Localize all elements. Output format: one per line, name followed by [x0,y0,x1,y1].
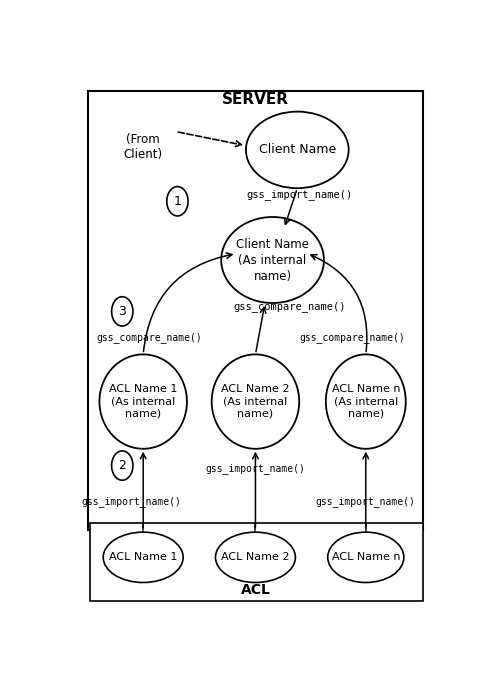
Text: Client Name
(As internal
name): Client Name (As internal name) [236,238,309,283]
Text: gss_import_name(): gss_import_name() [82,496,182,507]
Text: ACL Name n: ACL Name n [331,552,400,563]
Text: 2: 2 [118,459,126,472]
Ellipse shape [328,532,404,582]
Ellipse shape [216,532,296,582]
Text: gss_compare_name(): gss_compare_name() [96,332,202,343]
Ellipse shape [326,354,406,449]
Bar [90,523,423,601]
Text: gss_compare_name(): gss_compare_name() [233,301,346,312]
Ellipse shape [212,354,299,449]
Bar [88,91,423,530]
Text: 1: 1 [173,195,181,208]
Ellipse shape [221,217,324,303]
Text: SERVER: SERVER [222,92,289,107]
Text: ACL Name 1: ACL Name 1 [109,552,177,563]
Text: ACL Name 2
(As internal
name): ACL Name 2 (As internal name) [221,384,290,419]
Text: Client Name: Client Name [259,144,336,157]
Ellipse shape [246,112,349,188]
Text: gss_import_name(): gss_import_name() [246,189,353,200]
Text: ACL Name n
(As internal
name): ACL Name n (As internal name) [331,384,400,419]
Text: ACL: ACL [241,584,271,597]
Text: gss_import_name(): gss_import_name() [206,463,305,474]
Text: ACL Name 1
(As internal
name): ACL Name 1 (As internal name) [109,384,177,419]
Text: gss_compare_name(): gss_compare_name() [300,332,406,343]
Text: ACL Name 2: ACL Name 2 [221,552,290,563]
Ellipse shape [99,354,187,449]
Text: (From
Client): (From Client) [124,133,163,161]
Text: 3: 3 [118,305,126,318]
Ellipse shape [103,532,183,582]
Text: gss_import_name(): gss_import_name() [316,496,416,507]
